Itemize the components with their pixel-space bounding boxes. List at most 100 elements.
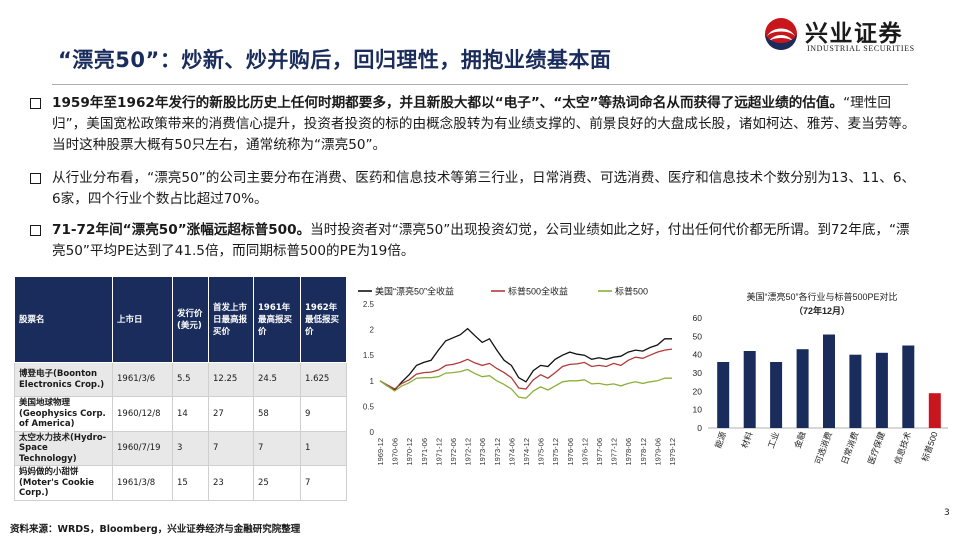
bullet-square-icon xyxy=(30,98,41,109)
legend-label-1: 标普500全收益 xyxy=(508,286,568,297)
x-tick-label: 能源 xyxy=(713,430,728,450)
x-tick-label: 1975-06 xyxy=(537,438,546,466)
x-tick-label: 1973-12 xyxy=(493,438,502,466)
table-row: 妈妈做的小甜饼(Moter's Cookie Corp.) 1961/3/8 1… xyxy=(14,465,347,501)
title-divider xyxy=(52,84,908,85)
chart-title: 美国“漂亮50”各行业与标普500PE对比 xyxy=(746,291,897,302)
cell-name: 博登电子(Boonton Electronics Crop.) xyxy=(14,362,113,397)
legend-label-0: 美国“漂亮50”全收益 xyxy=(375,286,454,297)
cell-ipo: 5.5 xyxy=(172,362,209,397)
series-line-1 xyxy=(379,348,673,390)
y-tick-label: 0 xyxy=(697,423,702,433)
cell-1961-high: 7 xyxy=(253,430,301,466)
cell-name: 妈妈做的小甜饼(Moter's Cookie Corp.) xyxy=(14,465,113,501)
bullet-3-text: 当时投资者对“漂亮50”出现投资幻觉，公司业绩如此之好，付出任何代价都无所谓。到… xyxy=(52,222,910,259)
company-logo: 兴业证券 INDUSTRIAL SECURITIES xyxy=(763,14,949,54)
y-tick-label: 2.5 xyxy=(363,300,375,309)
bar-6 xyxy=(875,352,888,428)
bullet-1-bold: 1959年至1962年发行的新股比历史上任何时期都要多，并且新股大都以“电子”、… xyxy=(52,95,844,111)
cell-date: 1960/12/8 xyxy=(112,396,173,432)
cell-name: 太空水力技术(Hydro-Space Technology) xyxy=(14,430,113,466)
cell-1962-low: 1.625 xyxy=(300,362,347,397)
page-title: “漂亮50”：炒新、炒并购后，回归理性，拥抱业绩基本面 xyxy=(58,48,612,72)
bar-chart: 美国“漂亮50”各行业与标普500PE对比 （72年12月） 0 10 20 30 40 50… xyxy=(693,291,948,466)
x-tick-label: 1972-12 xyxy=(464,438,473,466)
x-tick-label: 1973-06 xyxy=(478,438,487,466)
x-tick-label: 1978-12 xyxy=(639,438,648,466)
x-tick-label: 1977-12 xyxy=(610,438,619,466)
table-row: 太空水力技术(Hydro-Space Technology) 1960/7/19… xyxy=(14,430,347,466)
x-tick-label: 1974-12 xyxy=(522,438,531,466)
x-tick-label: 1970-12 xyxy=(405,438,414,466)
cell-ipo: 3 xyxy=(172,430,209,466)
cell-first-day: 7 xyxy=(208,430,254,466)
x-tick-label: 1979-06 xyxy=(653,438,662,466)
cell-first-day: 27 xyxy=(208,396,254,432)
table-header-row: 股票名 上市日 发行价(美元) 首发上市日最高报买价 1961年最高报买价 19… xyxy=(14,276,347,363)
x-tick-label: 信息技术 xyxy=(892,430,913,466)
bar-7 xyxy=(902,345,915,428)
x-tick-label: 1971-06 xyxy=(420,438,429,466)
cell-date: 1961/3/6 xyxy=(112,362,173,397)
cell-1962-low: 9 xyxy=(300,396,347,432)
y-tick-label: 60 xyxy=(693,313,703,323)
col-header-name: 股票名 xyxy=(14,276,113,363)
y-tick-label: 20 xyxy=(693,386,703,396)
cell-name: 美国地球物理(Geophysics Corp. of America) xyxy=(14,396,113,432)
x-tick-label: 标普500 xyxy=(920,430,940,463)
x-tick-label: 1976-06 xyxy=(566,438,575,466)
x-tick-label: 1974-06 xyxy=(507,438,516,466)
bullet-square-icon xyxy=(30,225,41,236)
y-tick-label: 0 xyxy=(370,428,375,437)
x-tick-label: 1977-06 xyxy=(595,438,604,466)
y-tick-label: 0.5 xyxy=(363,402,375,411)
cell-1961-high: 58 xyxy=(253,396,301,432)
x-tick-label: 日常消费 xyxy=(839,430,860,466)
bullet-square-icon xyxy=(30,173,41,184)
y-tick-label: 10 xyxy=(693,405,703,415)
col-header-ipo: 发行价(美元) xyxy=(172,276,209,363)
cell-first-day: 23 xyxy=(208,465,254,501)
col-header-date: 上市日 xyxy=(112,276,173,363)
page-number: 3 xyxy=(944,508,950,518)
x-tick-label: 1976-12 xyxy=(580,438,589,466)
x-tick-label: 1979-12 xyxy=(668,438,677,466)
x-tick-label: 金融 xyxy=(792,430,807,450)
x-tick-label: 可选消费 xyxy=(813,430,834,466)
cell-1961-high: 24.5 xyxy=(253,362,301,397)
bar-4 xyxy=(823,334,835,428)
logo-mark-icon xyxy=(765,18,797,50)
source-note: 资料来源：WRDS，Bloomberg，兴业证券经济与金融研究院整理 xyxy=(10,524,301,535)
x-tick-label: 医疗保健 xyxy=(866,430,887,466)
y-tick-label: 2 xyxy=(370,326,375,335)
bar-1 xyxy=(743,351,756,428)
bullet-2-text: 从行业分布看，“漂亮50”的公司主要分布在消费、医药和信息技术等第三行业，日常消… xyxy=(52,170,916,207)
x-tick-label: 1969-12 xyxy=(376,438,385,466)
series-line-0 xyxy=(379,327,672,391)
bullet-1-text: “理性回归”，美国宽松政策带来的消费信心提升，投资者投资的标的由概念股转为有业绩… xyxy=(52,95,916,153)
bar-2 xyxy=(770,362,783,428)
cell-first-day: 12.25 xyxy=(208,362,254,397)
bar-5 xyxy=(849,354,862,428)
y-tick-label: 40 xyxy=(693,350,703,360)
bullet-3: 71-72年间“漂亮50”涨幅远超标普500。当时投资者对“漂亮50”出现投资幻… xyxy=(30,220,920,262)
legend-label-2: 标普500 xyxy=(615,286,648,297)
x-tick-label: 1978-06 xyxy=(624,438,633,466)
table-row: 美国地球物理(Geophysics Corp. of America) 1960… xyxy=(14,396,347,432)
x-tick-label: 1971-12 xyxy=(434,438,443,466)
col-header-first-day: 首发上市日最高报买价 xyxy=(208,276,254,363)
x-tick-label: 1975-12 xyxy=(551,438,560,466)
table-row: 博登电子(Boonton Electronics Crop.) 1961/3/6… xyxy=(14,362,347,397)
logo-chinese-name: 兴业证券 xyxy=(805,20,903,47)
cell-1961-high: 25 xyxy=(253,465,301,501)
ipo-table: 股票名 上市日 发行价(美元) 首发上市日最高报买价 1961年最高报买价 19… xyxy=(14,276,347,501)
y-tick-label: 1 xyxy=(370,377,375,386)
x-tick-label: 1972-06 xyxy=(449,438,458,466)
y-tick-label: 30 xyxy=(693,368,703,378)
line-chart: 美国“漂亮50”全收益 标普500全收益 标普500 0 0.5 1 1.5 2 2.5 1969… xyxy=(358,286,677,466)
cell-ipo: 15 xyxy=(172,465,209,501)
y-tick-label: 50 xyxy=(693,331,703,341)
cell-1962-low: 7 xyxy=(300,465,347,501)
cell-date: 1960/7/19 xyxy=(112,430,173,466)
series-line-2 xyxy=(379,368,672,399)
